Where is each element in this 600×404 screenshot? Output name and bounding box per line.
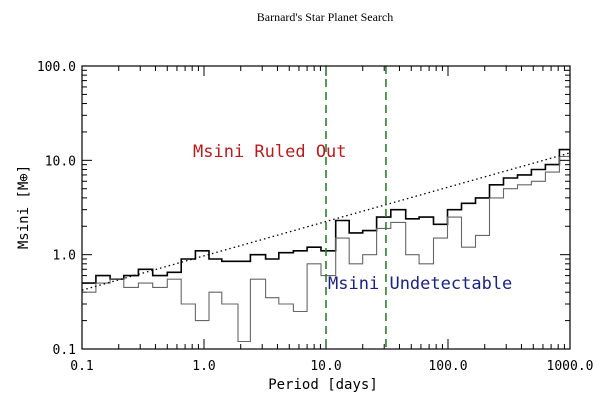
x-tick-label: 0.1 [70,359,93,374]
x-axis-label: Period [days] [268,377,378,393]
y-tick-label: 1.0 [53,249,76,264]
y-tick-label: 0.1 [53,343,76,358]
x-tick-label: 100.0 [428,359,467,374]
annotation-ruled-out: Msini Ruled Out [193,142,347,162]
detection-limit-dotted-line [82,152,570,291]
y-tick-label: 10.0 [45,154,76,169]
y-tick-label: 100.0 [37,60,76,75]
x-tick-label: 1.0 [192,359,215,374]
plot-frame [81,65,571,350]
x-tick-label: 1000.0 [547,359,594,374]
y-axis-label: Msini [M⊕] [16,165,32,249]
x-tick-label: 10.0 [310,359,341,374]
chart-title: Barnard's Star Planet Search [257,10,393,24]
series-step-black-line [82,148,570,284]
annotation-undetectable: Msini Undetectable [328,274,512,294]
series-step-gray-line [82,155,570,343]
